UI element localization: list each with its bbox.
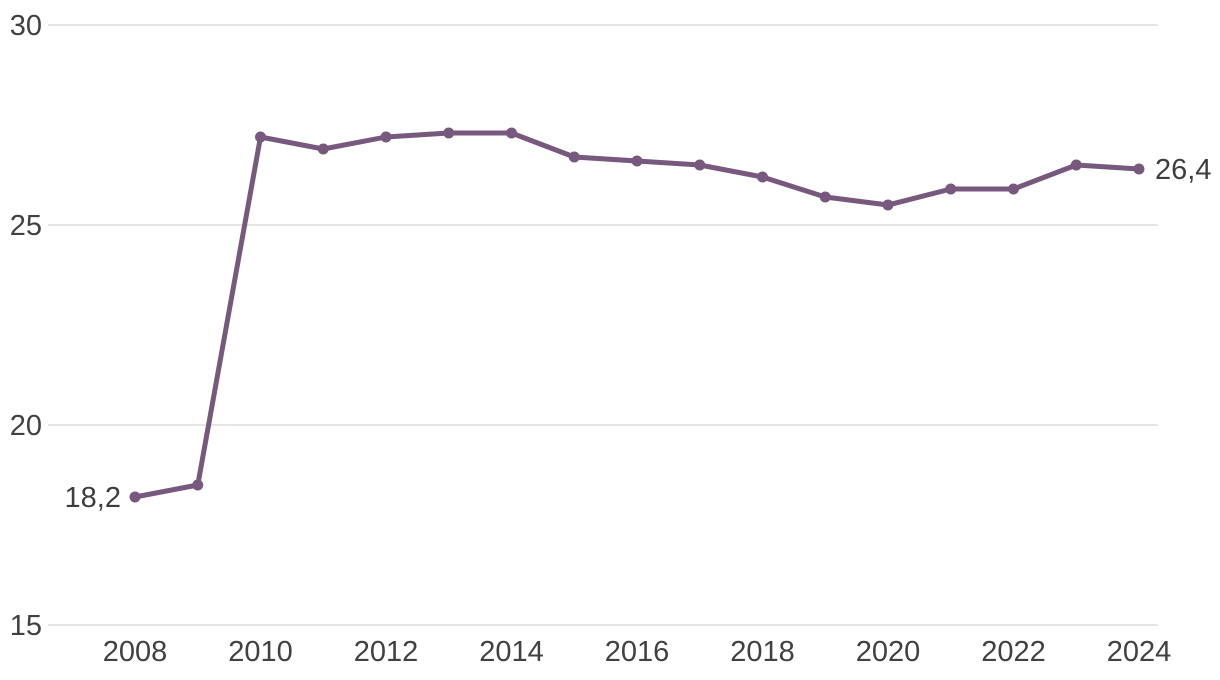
y-axis-tick-label: 25	[10, 210, 42, 242]
data-point	[882, 199, 894, 211]
data-point	[568, 151, 580, 163]
y-axis-tick-label: 30	[10, 10, 42, 42]
data-point	[192, 479, 204, 491]
x-axis-tick-label: 2014	[479, 636, 544, 668]
data-point	[506, 127, 517, 139]
last-point-value-label: 26,4	[1155, 154, 1211, 186]
data-point	[129, 491, 141, 503]
data-point	[945, 183, 957, 195]
y-axis-tick-label: 20	[10, 410, 42, 442]
data-point	[1133, 163, 1145, 175]
x-axis-tick-label: 2012	[354, 636, 419, 668]
data-point	[819, 191, 831, 203]
data-line	[132, 130, 1142, 500]
x-axis-tick-label: 2008	[103, 636, 168, 668]
data-point	[1070, 159, 1082, 171]
x-axis-tick-label: 2022	[981, 636, 1046, 668]
data-point	[1008, 183, 1019, 195]
first-point-value-label: 18,2	[65, 482, 121, 514]
data-point	[694, 159, 706, 171]
data-point	[255, 131, 266, 143]
data-point	[317, 143, 329, 155]
x-axis-tick-label: 2010	[228, 636, 293, 668]
data-point	[443, 127, 455, 139]
data-point	[380, 131, 392, 143]
data-point	[631, 155, 643, 167]
data-point	[757, 171, 768, 183]
x-axis-tick-label: 2016	[605, 636, 670, 668]
x-axis-tick-label: 2018	[730, 636, 795, 668]
x-axis-tick-label: 2024	[1107, 636, 1172, 668]
x-axis-tick-label: 2020	[856, 636, 921, 668]
y-axis-tick-label: 15	[10, 610, 42, 642]
